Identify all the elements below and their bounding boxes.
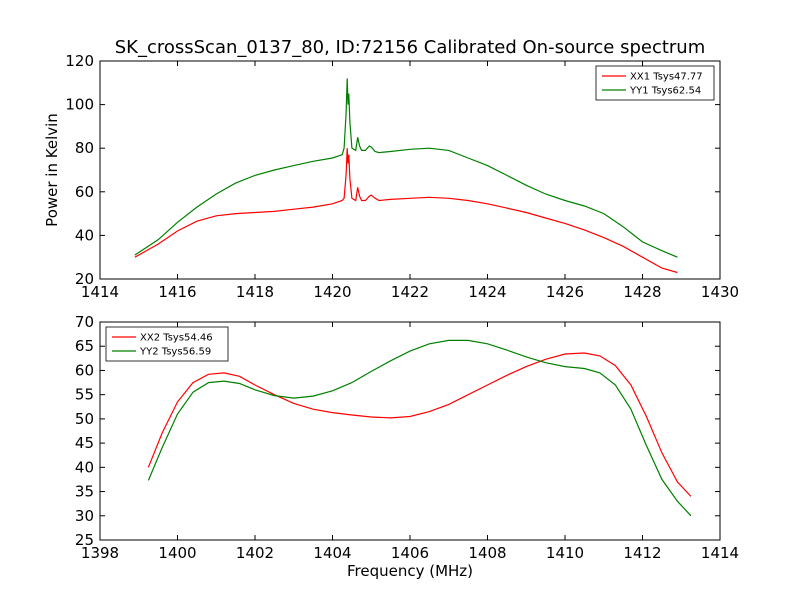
- y-tick-label: 45: [75, 434, 94, 452]
- x-tick-label: 1408: [468, 544, 506, 562]
- y-tick-label: 30: [75, 507, 94, 525]
- x-tick-label: 1426: [546, 283, 584, 301]
- y-tick-label: 80: [75, 139, 94, 157]
- x-tick-label: 1406: [391, 544, 429, 562]
- y-tick-label: 50: [75, 410, 94, 428]
- x-tick-label: 1428: [623, 283, 661, 301]
- x-tick-label: 1414: [701, 544, 739, 562]
- y-tick-label: 60: [75, 361, 94, 379]
- x-tick-label: 1424: [468, 283, 506, 301]
- y-tick-label: 120: [65, 52, 94, 70]
- x-tick-label: 1418: [236, 283, 274, 301]
- y-tick-label: 65: [75, 337, 94, 355]
- x-tick-label: 1420: [313, 283, 351, 301]
- series-line-2: [134, 78, 678, 258]
- x-tick-label: 1412: [623, 544, 661, 562]
- legend-label: XX2 Tsys54.46: [140, 333, 213, 344]
- x-tick-label: 1416: [158, 283, 196, 301]
- legend-label: YY1 Tsys62.54: [629, 86, 701, 97]
- y-tick-label: 70: [75, 313, 94, 331]
- x-tick-label: 1400: [158, 544, 196, 562]
- top-spectrum-plot: 1414 1416 1418 1420 1422 1424 1426 1428 1430 20 40…: [43, 52, 739, 301]
- y-tick-label: 60: [75, 183, 94, 201]
- x-tick-label: 1398: [81, 544, 119, 562]
- y-tick-label: 35: [75, 483, 94, 501]
- x-tick-label: 1402: [236, 544, 274, 562]
- legend-label: YY2 Tsys56.59: [139, 347, 211, 358]
- x-tick-label: 1414: [81, 283, 119, 301]
- y-tick-label: 40: [75, 226, 94, 244]
- legend: XX2 Tsys54.46 YY2 Tsys56.59: [105, 326, 229, 362]
- y-tick-label: 20: [75, 270, 94, 288]
- x-axis-label: Frequency (MHz): [347, 562, 473, 580]
- x-tick-label: 1430: [701, 283, 739, 301]
- legend-box: [105, 326, 229, 362]
- y-tick-label: 25: [75, 531, 94, 549]
- y-tick-label: 40: [75, 458, 94, 476]
- bottom-spectrum-plot: 1398 1400 1402 1404 1406 1408 1410 1412 1414 25 30…: [75, 313, 739, 580]
- legend-label: XX1 Tsys47.77: [630, 72, 703, 83]
- y-tick-label: 100: [65, 96, 94, 114]
- x-tick-label: 1410: [546, 544, 584, 562]
- y-axis-label: Power in Kelvin: [43, 113, 61, 227]
- y-tick-label: 55: [75, 386, 94, 404]
- series-line-1: [147, 352, 692, 497]
- x-tick-label: 1422: [391, 283, 429, 301]
- series-line-1: [134, 148, 678, 274]
- legend-box: [595, 65, 715, 101]
- chart-title: SK_crossScan_0137_80, ID:72156 Calibrate…: [115, 37, 706, 58]
- series-line-2: [147, 339, 692, 517]
- legend: XX1 Tsys47.77 YY1 Tsys62.54: [595, 65, 715, 101]
- x-tick-label: 1404: [313, 544, 351, 562]
